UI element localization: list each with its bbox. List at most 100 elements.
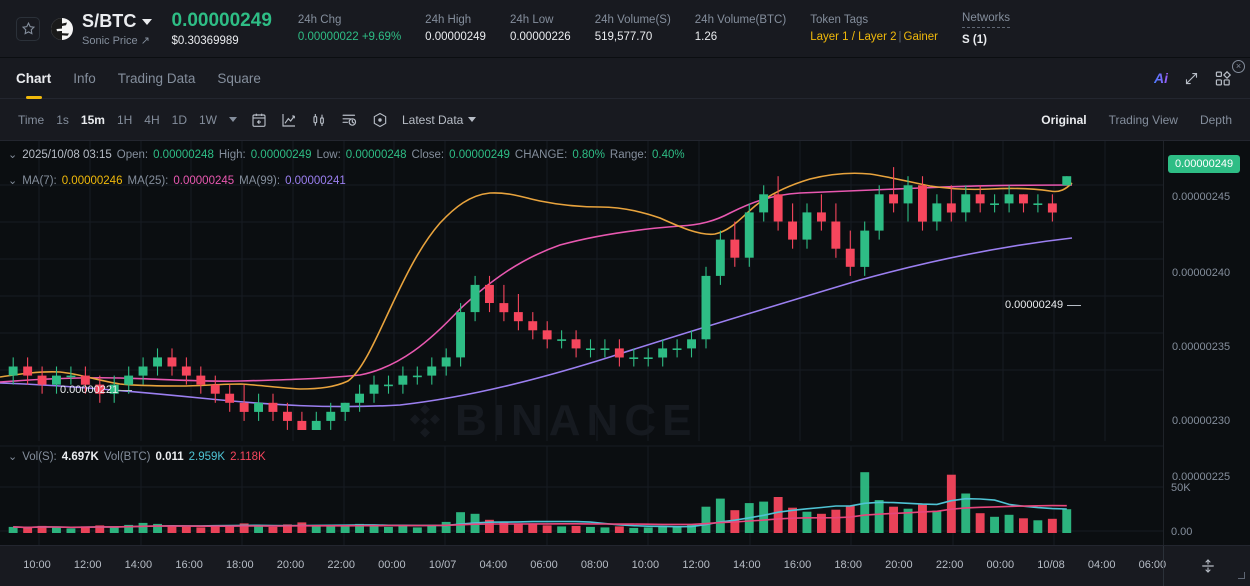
change-label: CHANGE:: [514, 148, 568, 161]
price-plot[interactable]: [0, 141, 1163, 545]
ma-legend: ⌄ MA(7): 0.00000246 MA(25): 0.00000245 M…: [8, 174, 346, 188]
collapse-chevron-icon[interactable]: ⌄: [8, 451, 18, 463]
time-tick: 22:00: [935, 559, 964, 571]
view-trading-view[interactable]: Trading View: [1108, 112, 1178, 127]
time-tick: 18:00: [834, 559, 862, 571]
scale-reset-icon[interactable]: [1200, 557, 1216, 575]
interval-1h[interactable]: 1H: [116, 112, 133, 127]
chevron-down-icon[interactable]: [141, 19, 152, 25]
pair-sublabel[interactable]: Sonic Price ↗: [82, 34, 150, 47]
vol-base-value: 4.697K: [61, 450, 99, 463]
axis-divider: [1163, 546, 1164, 586]
time-tick: 22:00: [327, 559, 355, 571]
time-tick: 14:00: [733, 559, 761, 571]
low-price-annotation: 0.00000221: [60, 384, 136, 396]
volume-legend: ⌄ Vol(S): 4.697K Vol(BTC) 0.011 2.959K 2…: [8, 450, 266, 464]
ai-assistant-icon[interactable]: Ai: [1154, 70, 1168, 86]
tab-chart[interactable]: Chart: [16, 58, 51, 99]
chevron-down-icon[interactable]: [228, 117, 237, 122]
ma99-label: MA(99):: [239, 174, 281, 187]
indicators-icon[interactable]: [341, 111, 358, 128]
ohlc-datetime: 2025/10/08 03:15: [22, 148, 112, 161]
time-tick: 08:00: [580, 559, 609, 571]
volume-tick-zero: 0.00: [1171, 526, 1193, 538]
layout-grid-icon[interactable]: [1215, 70, 1232, 87]
chevron-down-icon: [468, 117, 477, 122]
open-label: Open:: [116, 148, 149, 161]
price-axis[interactable]: 0.00000249 0.00000245 0.00000240 0.00000…: [1163, 141, 1250, 545]
tag-separator: |: [898, 31, 902, 43]
interval-4h[interactable]: 4H: [144, 112, 160, 127]
high-value: 0.00000249: [250, 148, 312, 161]
time-tick: 10:00: [631, 559, 660, 571]
settings-target-icon[interactable]: [372, 112, 388, 128]
view-depth[interactable]: Depth: [1199, 112, 1232, 127]
close-label: Close:: [411, 148, 445, 161]
interval-1w[interactable]: 1W: [198, 112, 217, 127]
vol-quote-label: Vol(BTC): [103, 450, 151, 463]
pair-selector[interactable]: S/BTC Sonic Price ↗: [82, 11, 152, 47]
time-tick: 12:00: [682, 559, 710, 571]
view-original[interactable]: Original: [1041, 112, 1087, 127]
token-tags-value: Layer 1 / Layer 2 | Gainer: [810, 31, 938, 43]
stat-value: 0.00000022 +9.69%: [297, 31, 402, 43]
high-label: High:: [218, 148, 246, 161]
token-tag-secondary[interactable]: Gainer: [903, 31, 939, 43]
leader-line: [118, 389, 133, 391]
time-tick: 04:00: [479, 559, 508, 571]
candlestick-icon[interactable]: [311, 112, 327, 128]
favorite-star-icon[interactable]: [16, 16, 40, 41]
close-icon[interactable]: ×: [1232, 60, 1245, 73]
vol-base-label: Vol(S):: [22, 450, 57, 463]
current-price-badge: 0.00000249: [1168, 155, 1241, 173]
price-tick: 0.00000240: [1172, 267, 1231, 279]
stat-label: 24h Volume(BTC): [694, 14, 787, 26]
price-tick: 0.00000225: [1172, 471, 1231, 483]
change-value: 0.80%: [572, 148, 605, 161]
stat-24h-high: 24h High 0.00000249: [425, 14, 486, 43]
stat-value: 0.00000249: [425, 31, 486, 43]
open-value: 0.00000248: [153, 148, 214, 161]
leader-line: [1067, 304, 1082, 306]
expand-arrows-icon[interactable]: [1184, 71, 1199, 86]
stat-24h-chg: 24h Chg 0.00000022 +9.69%: [298, 14, 401, 43]
collapse-chevron-icon[interactable]: ⌄: [8, 175, 18, 187]
interval-15m[interactable]: 15m: [80, 112, 105, 127]
price-tick: 0.00000230: [1172, 415, 1231, 427]
tabbar-actions: Ai: [1154, 70, 1250, 87]
sonic-logo-icon: [51, 17, 73, 40]
chart-canvas-area[interactable]: BINANCE ⌄ 2025/10/08 03:15 Open: 0.00000…: [0, 141, 1250, 572]
low-label: Low:: [316, 148, 341, 161]
interval-1s[interactable]: 1s: [56, 112, 69, 127]
networks-label[interactable]: Networks: [962, 12, 1010, 28]
resize-corner-icon[interactable]: [1238, 572, 1245, 579]
interval-1d[interactable]: 1D: [171, 112, 187, 127]
tab-square[interactable]: Square: [217, 70, 261, 86]
ohlc-legend: ⌄ 2025/10/08 03:15 Open: 0.00000248 High…: [8, 148, 685, 162]
close-value: 0.00000249: [449, 148, 510, 161]
collapse-chevron-icon[interactable]: ⌄: [8, 149, 18, 161]
toolbar-time-label[interactable]: Time: [18, 112, 45, 127]
binance-watermark: BINANCE: [405, 396, 697, 446]
watermark-text: BINANCE: [455, 396, 698, 445]
networks-value: S (1): [962, 33, 987, 46]
range-value: 0.40%: [652, 148, 685, 161]
ma25-label: MA(25):: [127, 174, 169, 187]
time-tick: 14:00: [124, 559, 153, 571]
time-tick: 12:00: [73, 559, 102, 571]
time-tick: 06:00: [530, 559, 558, 571]
stat-label: 24h High: [425, 14, 472, 26]
tab-trading-data[interactable]: Trading Data: [117, 70, 196, 86]
token-tag-primary[interactable]: Layer 1 / Layer 2: [810, 31, 897, 43]
market-header: S/BTC Sonic Price ↗ 0.00000249 $0.303699…: [0, 0, 1250, 58]
latest-data-dropdown[interactable]: Latest Data: [402, 113, 477, 127]
time-tick: 00:00: [986, 559, 1015, 571]
time-tick: 00:00: [378, 559, 406, 571]
tab-info[interactable]: Info: [73, 70, 96, 86]
time-axis[interactable]: 10:00 12:00 14:00 16:00 18:00 20:00 22:00 00:00…: [0, 545, 1250, 586]
ma25-value: 0.00000245: [173, 174, 235, 187]
line-chart-icon[interactable]: [281, 112, 297, 128]
calendar-icon[interactable]: [251, 112, 267, 128]
networks: Networks S (1): [962, 12, 1010, 46]
